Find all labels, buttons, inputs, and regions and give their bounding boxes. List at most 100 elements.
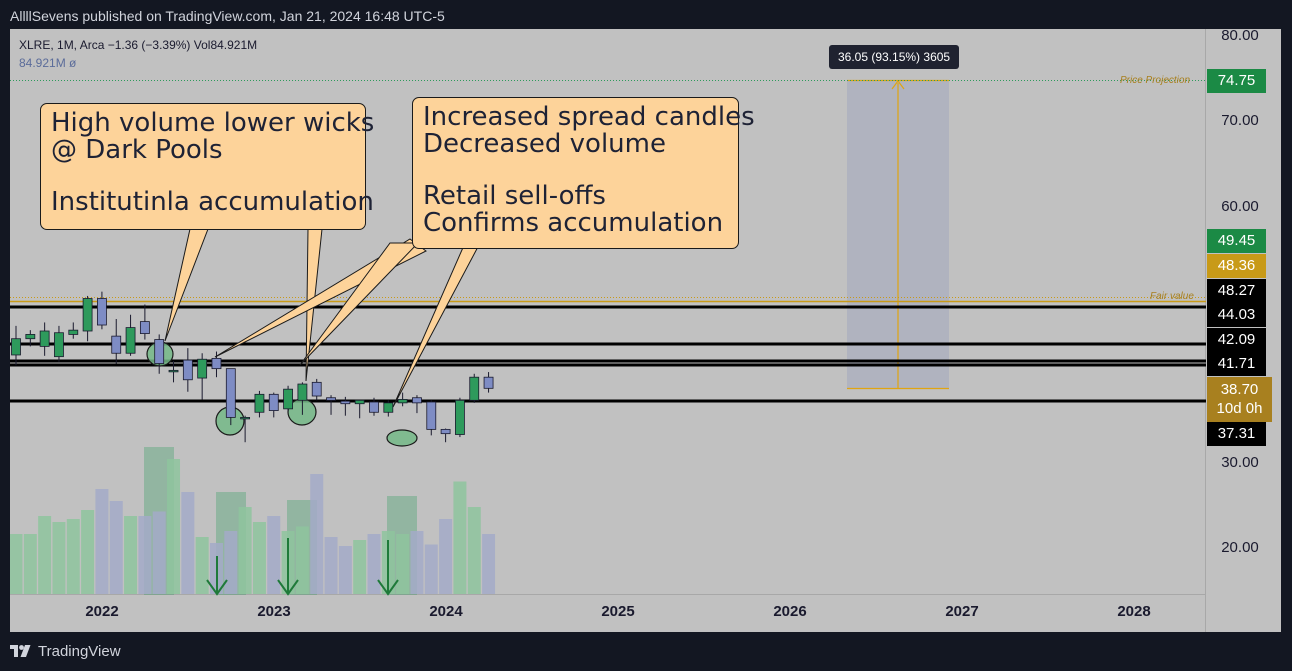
price-projection-label: Price Projection: [1120, 75, 1191, 86]
volume-bar: [10, 534, 23, 594]
callout-right-line-3: Retail sell-offs: [423, 181, 606, 211]
candle-body: [254, 393, 265, 413]
volume-bar: [424, 544, 438, 594]
candle-body: [25, 334, 36, 340]
volume-bar: [310, 474, 324, 594]
price-tag-44-03: 44.03: [1207, 303, 1266, 327]
chart-canvas[interactable]: [10, 29, 1281, 632]
candle-body: [211, 357, 222, 370]
volume-bar: [453, 481, 467, 594]
volume-bar: [295, 526, 309, 594]
price-axis-label-20: 20.00: [1221, 539, 1259, 556]
volume-bar: [95, 489, 109, 594]
candlesticks: [11, 291, 494, 443]
callout-left[interactable]: High volume lower wicks @ Dark Pools Ins…: [40, 103, 375, 230]
time-axis-2024: 2024: [429, 603, 463, 620]
callout-pointers: [164, 228, 481, 408]
candle-body: [11, 338, 21, 356]
volume-bar: [66, 519, 80, 594]
fair-value-label: Fair value: [1150, 291, 1194, 302]
price-tag-42-09: 42.09: [1207, 328, 1266, 352]
time-axis-2023: 2023: [257, 603, 291, 620]
volume-bar: [81, 510, 95, 594]
volume-bar: [109, 501, 123, 594]
wick-circle-4: [386, 429, 418, 447]
candle-body: [197, 358, 208, 379]
volume-bar: [138, 516, 152, 594]
volume-bar: [482, 534, 496, 594]
volume-arrows: [206, 538, 399, 596]
volume-bar: [167, 459, 181, 594]
candle-body: [440, 428, 451, 435]
candle-body: [154, 339, 165, 364]
volume-bar: [467, 507, 481, 594]
chart-pane[interactable]: XLRE, 1M, Arca −1.36 (−3.39%) Vol84.921M…: [10, 29, 1281, 632]
candle-body: [297, 383, 308, 401]
volume-bar: [252, 522, 266, 594]
candle-body: [82, 298, 93, 332]
tradingview-logo-icon: [10, 645, 31, 657]
time-axis-2028: 2028: [1117, 603, 1151, 620]
price-axis-label-70: 70.00: [1221, 112, 1259, 129]
measure-label: 36.05 (93.15%) 3605: [829, 45, 960, 69]
volume-bar: [338, 546, 352, 594]
callout-left-line-3: Institutinla accumulation: [51, 187, 374, 217]
price-tag-gold: 48.36: [1207, 254, 1266, 278]
volume-bar: [238, 507, 252, 594]
candle-body: [412, 397, 422, 404]
candle-body: [383, 402, 394, 413]
callout-right[interactable]: Increased spread candles Decreased volum…: [412, 97, 755, 249]
current-price-tag: 38.70 10d 0h: [1207, 377, 1272, 422]
callout-right-line-1: Increased spread candles: [423, 102, 755, 132]
volume-bar: [195, 537, 209, 594]
volume-bar: [410, 531, 424, 594]
candle-body: [311, 381, 322, 397]
candle-body: [283, 388, 293, 410]
volume-bars: [10, 459, 496, 594]
time-axis-2027: 2027: [945, 603, 979, 620]
volume-bar: [367, 534, 381, 594]
volume-bar: [267, 516, 281, 594]
price-tag-48-27: 48.27: [1207, 279, 1266, 303]
candle-body: [326, 397, 336, 401]
time-axis-2022: 2022: [85, 603, 119, 620]
candle-body: [240, 417, 251, 420]
tradingview-logo[interactable]: TradingView: [10, 643, 121, 660]
candle-body: [97, 298, 107, 326]
price-axis-label-30: 30.00: [1221, 454, 1259, 471]
price-tag-green: 49.45: [1207, 229, 1266, 253]
candle-body: [397, 399, 408, 404]
candle-body: [340, 400, 351, 405]
callout-left-line-2: @ Dark Pools: [51, 135, 223, 165]
candle-body: [182, 359, 193, 381]
volume-bar: [124, 516, 138, 594]
volume-bar: [439, 519, 453, 594]
publisher-header: AllllSevens published on TradingView.com…: [10, 8, 445, 24]
price-tag-37-31: 37.31: [1207, 422, 1266, 446]
candle-body: [39, 330, 50, 347]
symbol-info: XLRE, 1M, Arca −1.36 (−3.39%) Vol84.921M: [19, 38, 258, 52]
volume-bar: [324, 537, 338, 594]
price-tag-projection: 74.75: [1207, 69, 1266, 93]
candle-body: [54, 332, 64, 358]
candle-body: [125, 327, 136, 354]
price-axis-label-60: 60.00: [1221, 198, 1259, 215]
candle-body: [68, 329, 79, 335]
candle-body: [268, 393, 279, 411]
candle-body: [455, 399, 465, 435]
candle-body: [469, 376, 480, 401]
volume-bar: [396, 534, 410, 594]
candle-body: [111, 335, 122, 354]
candle-body: [426, 401, 437, 430]
callout-right-line-4: Confirms accumulation: [423, 208, 724, 238]
time-axis-2025: 2025: [601, 603, 635, 620]
volume-bar: [52, 522, 66, 594]
candle-body: [354, 399, 365, 405]
callout-left-line-1: High volume lower wicks: [51, 108, 375, 138]
volume-info: 84.921M ø: [19, 56, 77, 70]
bar-countdown: 10d 0h: [1216, 400, 1263, 417]
volume-bar: [38, 516, 52, 594]
candle-body: [483, 376, 494, 389]
volume-bar: [152, 511, 166, 594]
tradingview-logo-text: TradingView: [38, 643, 121, 660]
